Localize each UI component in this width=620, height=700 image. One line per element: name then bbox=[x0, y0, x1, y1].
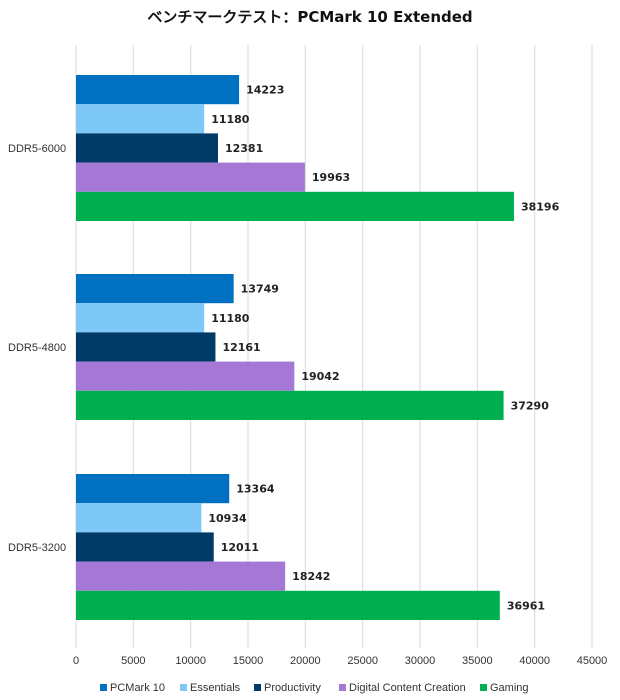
data-label: 37290 bbox=[511, 399, 550, 412]
data-label: 12011 bbox=[221, 541, 259, 554]
data-label: 12161 bbox=[222, 341, 260, 354]
legend-swatch bbox=[100, 684, 107, 691]
data-label: 38196 bbox=[521, 200, 560, 213]
x-tick-label: 20000 bbox=[290, 655, 321, 667]
x-tick-label: 35000 bbox=[462, 655, 493, 667]
bar-layer bbox=[76, 75, 514, 620]
bar bbox=[76, 274, 234, 304]
bar bbox=[76, 390, 504, 420]
bar bbox=[76, 303, 205, 333]
bar bbox=[76, 561, 286, 591]
legend-entry: Gaming bbox=[490, 682, 529, 694]
legend: PCMark 10 Essentials Productivity Digital C… bbox=[100, 682, 529, 694]
category-label: DDR5-4800 bbox=[8, 342, 66, 354]
x-tick-label: 25000 bbox=[347, 655, 378, 667]
data-label: 12381 bbox=[225, 142, 263, 155]
data-label: 18242 bbox=[292, 570, 330, 583]
tick-label-layer: 0 5000 10000 15000 20000 25000 30000 35000 40000… bbox=[73, 655, 607, 667]
x-tick-label: 0 bbox=[73, 655, 79, 667]
legend-swatch bbox=[480, 684, 487, 691]
bar bbox=[76, 133, 218, 163]
x-tick-label: 10000 bbox=[175, 655, 206, 667]
bar bbox=[76, 532, 214, 562]
bar bbox=[76, 162, 305, 192]
data-label: 13364 bbox=[236, 483, 275, 496]
legend-entry: Digital Content Creation bbox=[349, 682, 466, 694]
bar bbox=[76, 332, 216, 362]
data-label: 14223 bbox=[246, 84, 284, 97]
data-label: 11180 bbox=[211, 312, 250, 325]
category-label-layer: DDR5-6000 DDR5-4800 DDR5-3200 bbox=[8, 143, 66, 554]
legend-entry: PCMark 10 bbox=[110, 682, 165, 694]
data-label: 19042 bbox=[301, 370, 339, 383]
category-label: DDR5-6000 bbox=[8, 143, 66, 155]
bar bbox=[76, 75, 240, 105]
x-tick-label: 30000 bbox=[405, 655, 436, 667]
legend-swatch bbox=[339, 684, 346, 691]
bar bbox=[76, 474, 230, 504]
bar bbox=[76, 503, 202, 533]
data-label: 19963 bbox=[312, 171, 350, 184]
data-label: 10934 bbox=[208, 512, 247, 525]
data-label: 36961 bbox=[507, 599, 545, 612]
chart-title: ベンチマークテスト：PCMark 10 Extended bbox=[147, 8, 472, 26]
x-tick-label: 45000 bbox=[577, 655, 608, 667]
x-tick-label: 15000 bbox=[233, 655, 264, 667]
legend-entry: Productivity bbox=[264, 682, 321, 694]
value-label-layer: 14223 11180 12381 19963 38196 13749 11180 12161… bbox=[208, 84, 559, 613]
bar bbox=[76, 104, 205, 134]
data-label: 13749 bbox=[241, 283, 279, 296]
data-label: 11180 bbox=[211, 113, 250, 126]
bar bbox=[76, 361, 295, 391]
legend-swatch bbox=[180, 684, 187, 691]
bar bbox=[76, 191, 514, 221]
bar bbox=[76, 590, 500, 620]
legend-swatch bbox=[254, 684, 261, 691]
x-tick-label: 40000 bbox=[519, 655, 550, 667]
legend-entry: Essentials bbox=[190, 682, 241, 694]
x-tick-label: 5000 bbox=[121, 655, 145, 667]
category-label: DDR5-3200 bbox=[8, 542, 66, 554]
